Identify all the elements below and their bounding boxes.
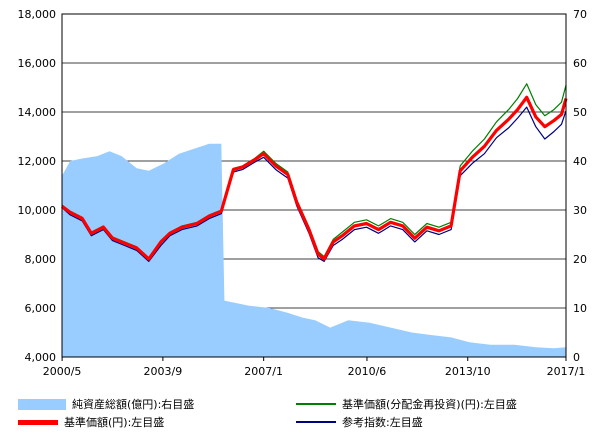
net-assets-area: [62, 143, 566, 357]
area-layer: [62, 143, 566, 357]
legend-item-net-assets: 純資産総額(億円):右目盛: [18, 396, 194, 412]
x-tick-label: 2000/5: [43, 365, 82, 378]
x-tick-label: 2003/9: [144, 365, 183, 378]
reference-index-line: [61, 106, 567, 262]
legend-label-nav-reinvested: 基準価額(分配金再投資)(円):左目盛: [342, 398, 517, 411]
legend-label-nav: 基準価額(円):左目盛: [64, 416, 165, 429]
right-tick-label: 0: [573, 351, 580, 364]
left-tick-label: 16,000: [18, 57, 57, 70]
legend-swatch-nav: [18, 419, 58, 425]
left-tick-label: 18,000: [18, 8, 57, 21]
x-tick-label: 2010/6: [348, 365, 387, 378]
legend-label-reference-index: 参考指数:左目盛: [342, 416, 423, 429]
left-tick-label: 14,000: [18, 106, 57, 119]
right-tick-label: 60: [573, 57, 587, 70]
right-tick-label: 50: [573, 106, 587, 119]
legend-swatch-reference-index: [296, 421, 336, 423]
x-axis: 2000/5 2003/9 2007/1 2010/6 2013/10 2017/1: [43, 357, 586, 378]
legend-swatch-nav-reinvested: [296, 403, 336, 405]
x-tick-label: 2017/1: [547, 365, 586, 378]
right-axis: 0 10 20 30 40 50 60 70: [573, 8, 587, 364]
right-tick-label: 40: [573, 155, 587, 168]
left-tick-label: 12,000: [18, 155, 57, 168]
legend-item-nav-reinvested: 基準価額(分配金再投資)(円):左目盛: [296, 396, 517, 412]
right-tick-label: 10: [573, 302, 587, 315]
legend-item-nav: 基準価額(円):左目盛: [18, 414, 164, 430]
right-tick-label: 70: [573, 8, 587, 21]
left-tick-label: 8,000: [25, 253, 57, 266]
legend-label-net-assets: 純資産総額(億円):右目盛: [72, 398, 195, 411]
nav-line: [61, 95, 568, 261]
right-tick-label: 20: [573, 253, 587, 266]
plot-frame: [61, 13, 567, 358]
line-layer: [61, 83, 568, 262]
left-axis: 4,000 6,000 8,000 10,000 12,000 14,000 16,000 1…: [18, 8, 57, 364]
left-tick-label: 4,000: [25, 351, 57, 364]
x-tick-label: 2007/1: [244, 365, 283, 378]
right-tick-label: 30: [573, 204, 587, 217]
legend-item-reference-index: 参考指数:左目盛: [296, 414, 423, 430]
left-tick-label: 10,000: [18, 204, 57, 217]
x-tick-label: 2013/10: [445, 365, 491, 378]
left-tick-label: 6,000: [25, 302, 57, 315]
legend-swatch-net-assets: [18, 398, 66, 410]
